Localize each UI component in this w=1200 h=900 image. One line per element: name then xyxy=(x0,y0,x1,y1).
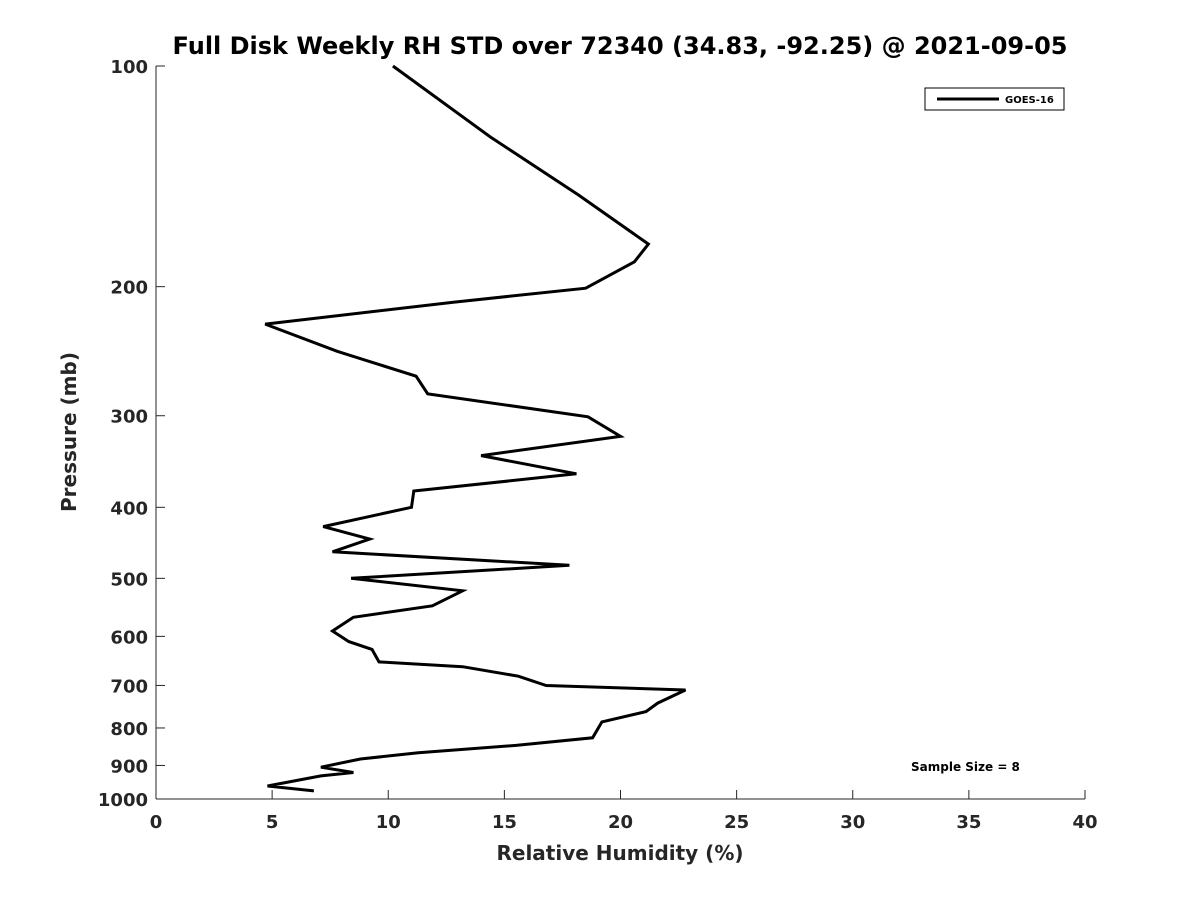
x-tick-label: 30 xyxy=(840,812,865,833)
series-group xyxy=(264,64,687,793)
legend: GOES-16 xyxy=(924,87,1065,111)
chart-title: Full Disk Weekly RH STD over 72340 (34.8… xyxy=(173,32,1068,60)
y-tick-label: 800 xyxy=(110,719,148,740)
x-axis-label: Relative Humidity (%) xyxy=(496,841,743,865)
y-tick-label: 100 xyxy=(110,57,148,78)
x-tick-label: 25 xyxy=(724,812,749,833)
x-tick-label: 5 xyxy=(266,812,279,833)
y-tick-label: 200 xyxy=(110,278,148,299)
series-line-goes-16 xyxy=(264,64,687,793)
plot-area: 0 5 10 15 20 25 30 35 40 100 200 300 400 500 600 700 80… xyxy=(98,57,1098,833)
y-ticks: 100 200 300 400 500 600 700 800 900 1000 xyxy=(98,57,165,811)
x-ticks: 0 5 10 15 20 25 30 35 40 xyxy=(150,790,1098,833)
y-tick-label: 600 xyxy=(110,627,148,648)
legend-label-goes-16: GOES-16 xyxy=(1005,95,1054,106)
y-tick-label: 400 xyxy=(110,498,148,519)
y-tick-label: 700 xyxy=(110,676,148,697)
x-tick-label: 10 xyxy=(376,812,401,833)
sample-size-annotation: Sample Size = 8 xyxy=(911,760,1020,774)
y-tick-label: 1000 xyxy=(98,790,148,811)
y-axis-label: Pressure (mb) xyxy=(57,352,81,512)
y-tick-label: 300 xyxy=(110,407,148,428)
y-tick-label: 500 xyxy=(110,569,148,590)
y-tick-label: 900 xyxy=(110,756,148,777)
x-tick-label: 15 xyxy=(492,812,517,833)
x-tick-label: 35 xyxy=(956,812,981,833)
x-tick-label: 40 xyxy=(1072,812,1097,833)
x-tick-label: 0 xyxy=(150,812,163,833)
x-tick-label: 20 xyxy=(608,812,633,833)
